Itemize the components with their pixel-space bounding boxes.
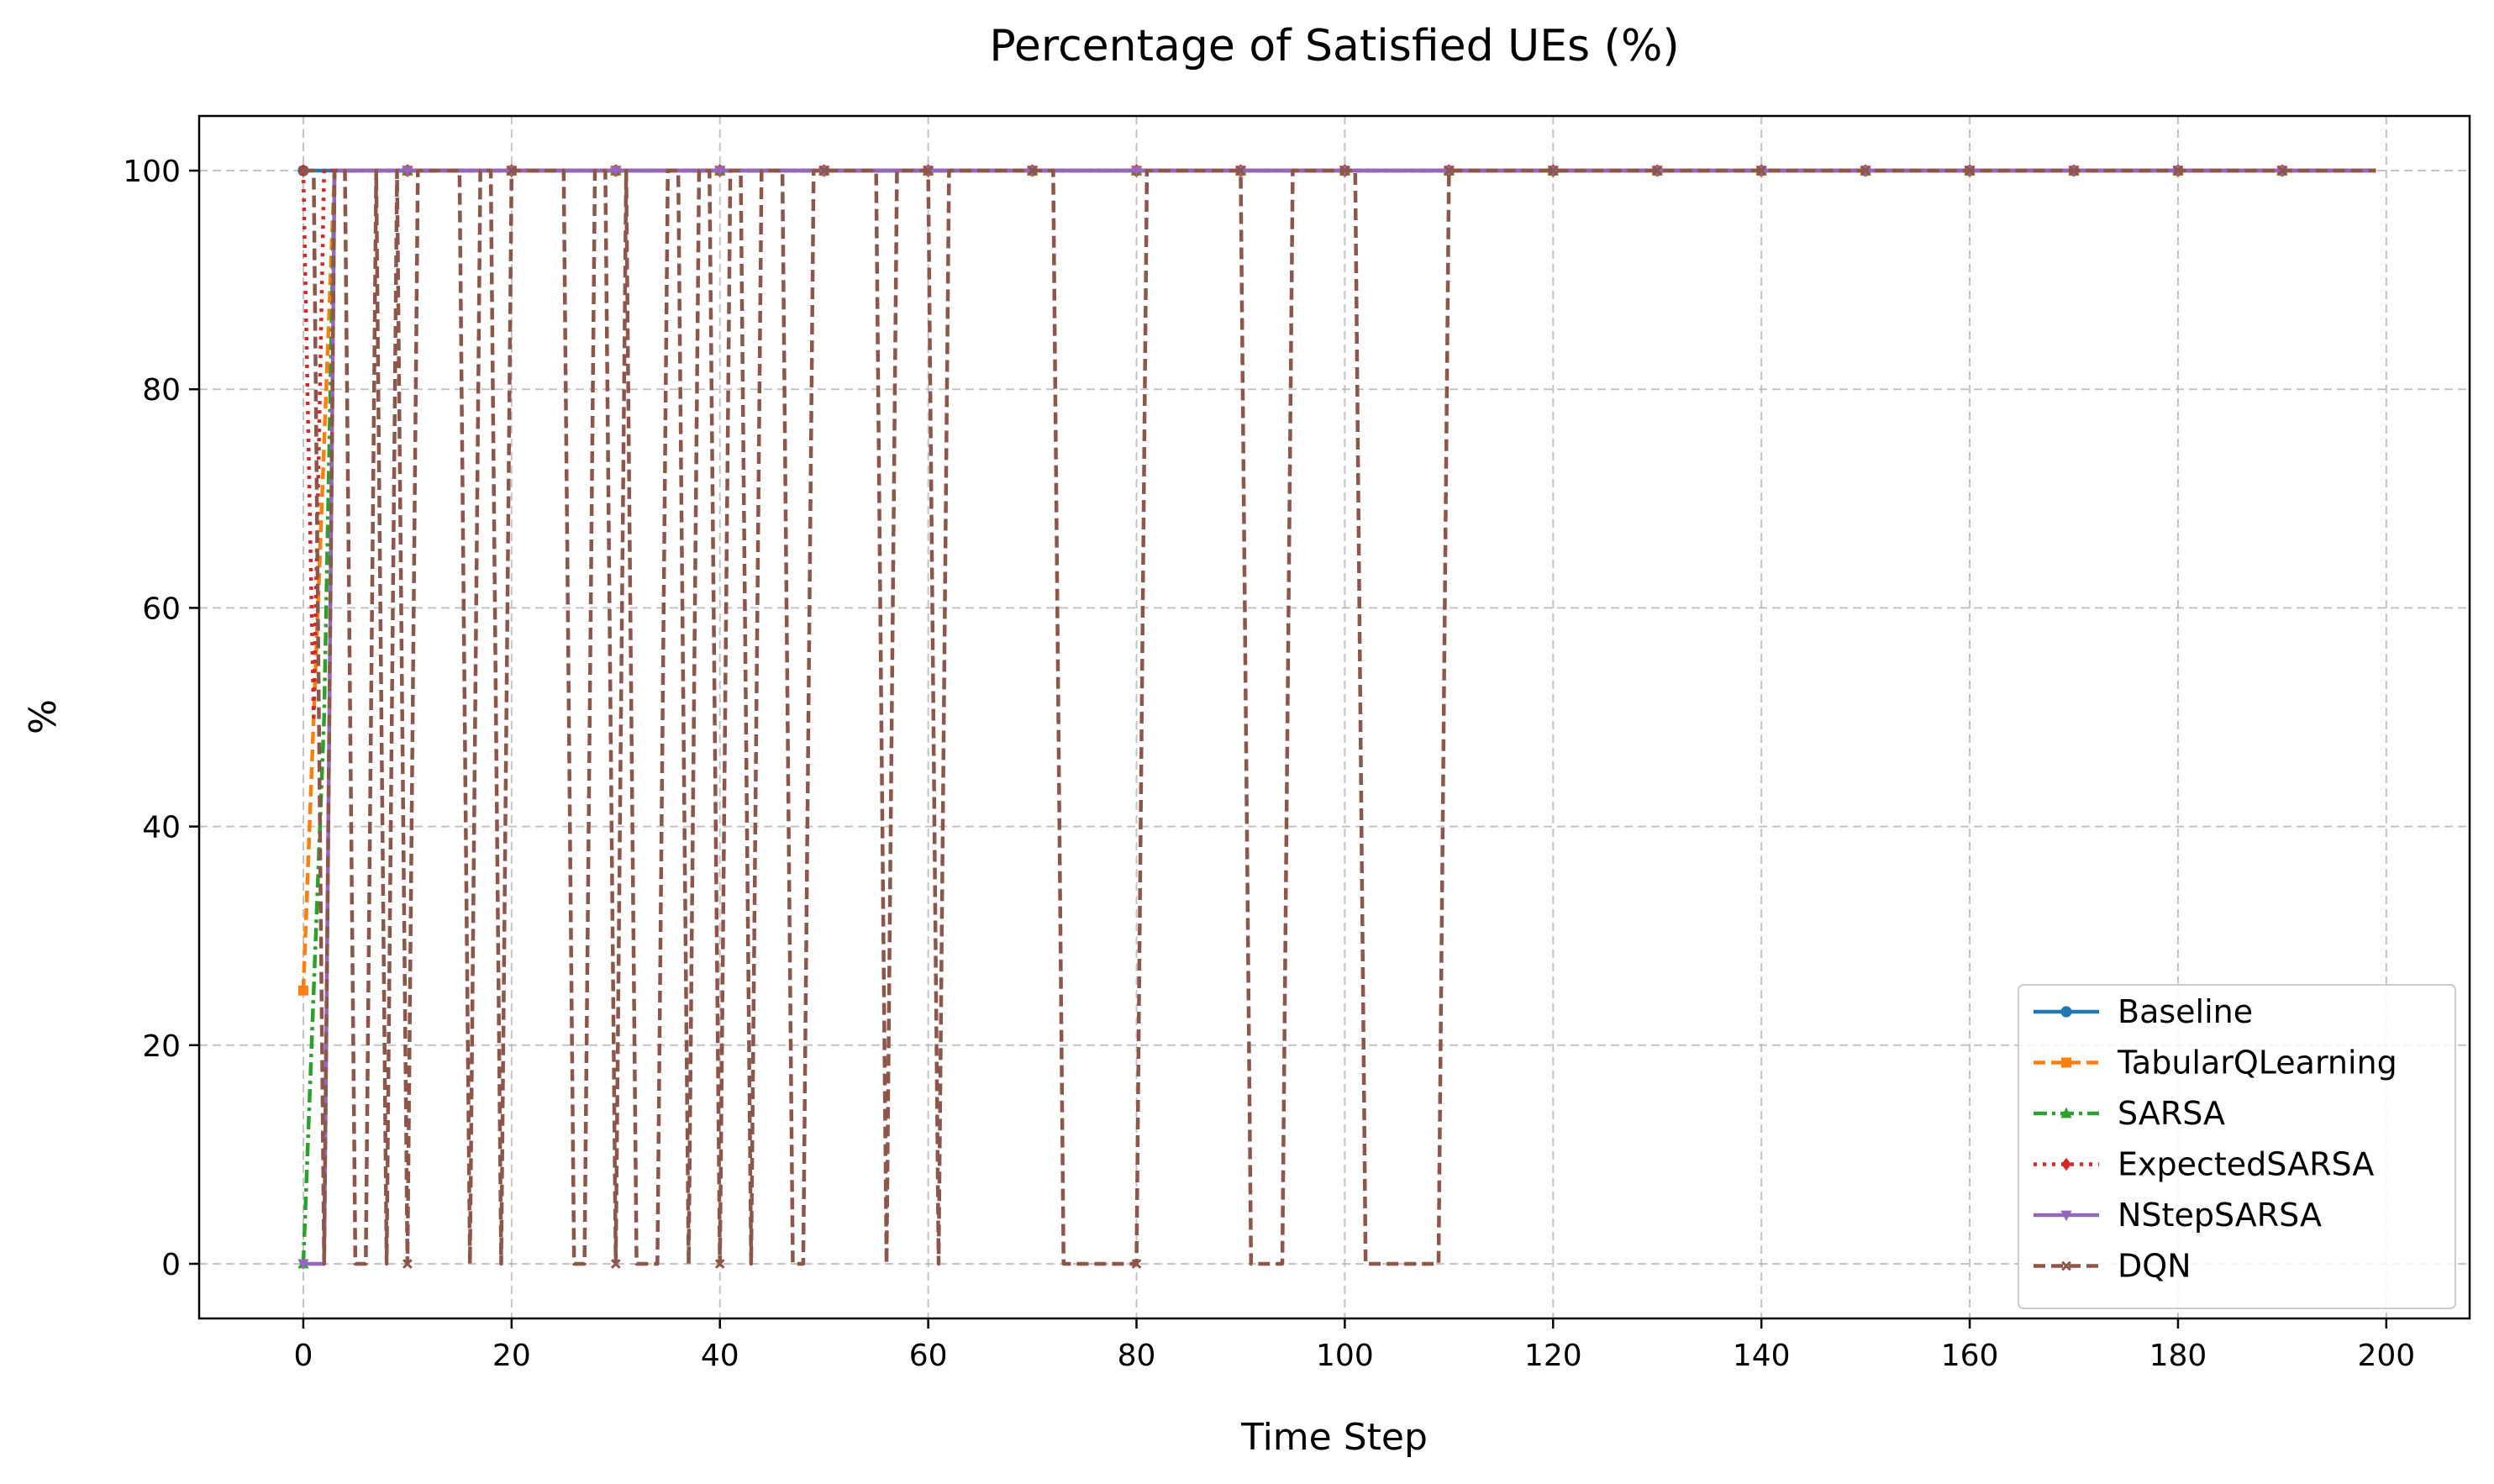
legend-marker: [2061, 1157, 2071, 1171]
legend-marker: [2060, 1006, 2072, 1018]
data-point: [2277, 166, 2287, 176]
y-axis: 0 20 40 60 80 100: [123, 155, 199, 1282]
x-axis-label: Time Step: [1240, 1416, 1428, 1459]
data-point: [1444, 166, 1455, 176]
x-tick-label: 200: [2357, 1339, 2415, 1373]
legend-marker: [2061, 1057, 2071, 1068]
legend-item: TabularQLearning: [2034, 1045, 2397, 1081]
y-tick-label: 100: [123, 155, 181, 189]
chart-title: Percentage of Satisfied UEs (%): [989, 21, 1679, 71]
data-point: [1339, 166, 1350, 176]
legend-label: Baseline: [2118, 993, 2253, 1030]
legend-item: Baseline: [2034, 993, 2253, 1030]
data-point: [2173, 166, 2183, 176]
legend-item: ExpectedSARSA: [2034, 1146, 2374, 1183]
y-tick-label: 80: [142, 373, 181, 408]
legend-marker: [2060, 1210, 2072, 1222]
series-line: [301, 168, 2376, 719]
x-tick-label: 140: [1733, 1339, 1791, 1373]
y-tick-label: 40: [142, 811, 181, 845]
x-tick-label: 160: [1941, 1339, 1999, 1373]
legend-label: SARSA: [2118, 1095, 2225, 1132]
data-point: [403, 1259, 413, 1269]
data-point: [714, 1259, 725, 1269]
data-point: [1652, 166, 1663, 176]
x-tick-label: 120: [1524, 1339, 1582, 1373]
series-layer: [297, 164, 2376, 1271]
plot-frame: [197, 114, 2471, 1320]
legend-label: ExpectedSARSA: [2118, 1146, 2374, 1183]
legend-item: NStepSARSA: [2034, 1197, 2322, 1234]
y-tick-label: 60: [142, 592, 181, 626]
data-point: [297, 985, 308, 996]
legend-label: TabularQLearning: [2117, 1045, 2397, 1081]
data-point: [1965, 166, 1975, 176]
y-tick-label: 20: [142, 1029, 181, 1064]
data-point: [714, 166, 726, 177]
x-tick-label: 100: [1316, 1339, 1374, 1373]
x-axis: 0 20 40 60 80 100 120 140 160 180 200: [293, 1318, 2415, 1373]
data-point: [506, 166, 517, 176]
x-tick-label: 0: [293, 1339, 313, 1373]
series-line: [301, 168, 2376, 991]
data-point: [610, 166, 622, 177]
data-point: [2069, 166, 2079, 176]
series-line: [303, 168, 2376, 1266]
series-line: [301, 168, 2376, 1265]
legend-label: NStepSARSA: [2118, 1197, 2322, 1234]
data-point: [610, 1259, 621, 1269]
data-point: [923, 166, 934, 176]
data-point: [298, 166, 308, 176]
x-tick-label: 60: [909, 1339, 948, 1373]
data-point: [1235, 166, 1246, 176]
legend-box: [2018, 984, 2456, 1309]
data-point: [1548, 166, 1559, 176]
x-tick-label: 40: [701, 1339, 739, 1373]
data-point: [1130, 166, 1143, 177]
x-tick-label: 80: [1118, 1339, 1156, 1373]
legend-marker: [2060, 1107, 2072, 1118]
data-point: [1860, 166, 1870, 176]
data-point: [1131, 1259, 1142, 1269]
series-dqn: [298, 166, 2376, 1269]
legend-label: DQN: [2118, 1248, 2191, 1285]
data-point: [1756, 166, 1767, 176]
legend: Baseline TabularQLearning SARSA ExpectedSAR…: [2018, 984, 2456, 1309]
legend-item: SARSA: [2034, 1095, 2225, 1132]
data-point: [402, 166, 413, 177]
data-point: [818, 166, 829, 176]
legend-item: DQN: [2034, 1248, 2191, 1285]
x-tick-label: 180: [2149, 1339, 2207, 1373]
y-axis-label: %: [22, 699, 65, 734]
x-tick-label: 20: [492, 1339, 531, 1373]
y-tick-label: 0: [161, 1248, 181, 1282]
data-point: [1027, 166, 1038, 176]
legend-marker: [2061, 1260, 2071, 1271]
data-point: [297, 1259, 309, 1271]
